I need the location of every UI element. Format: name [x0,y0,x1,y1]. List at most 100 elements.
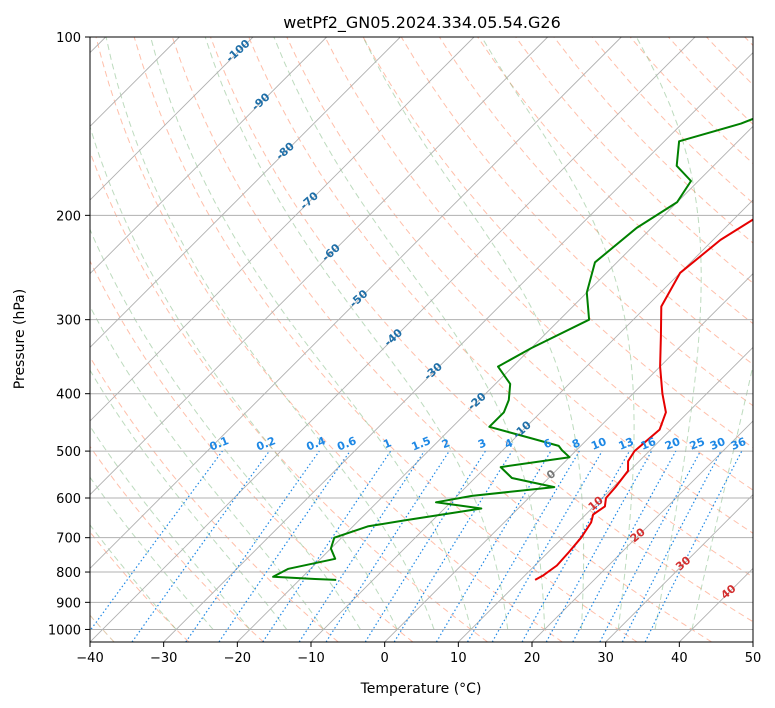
dry-adiabat [90,531,190,642]
mixing-ratio-label: 10 [589,435,608,453]
dry-adiabat [90,356,339,642]
isotherm-line [752,641,753,642]
moist-adiabats [90,37,753,630]
mixing-ratio-line [90,450,223,632]
y-axis-title: Pressure (hPa) [12,289,28,389]
mixing-ratio-line [325,450,450,642]
isotherm-line [90,37,401,348]
plot-frame [89,36,754,643]
moist-adiabat [90,524,177,630]
mixing-ratio-label: 36 [729,435,748,453]
mixing-ratio-label: 16 [639,435,658,453]
mixing-ratio-line [364,450,486,642]
isotherm-label: -90 [249,90,273,113]
mixing-ratio-label: 2 [440,436,452,451]
mixing-ratio-line [521,450,631,642]
dry-adiabats [90,37,753,642]
y-tick-label: 400 [56,388,81,403]
dry-adiabat [95,37,563,642]
x-tick-label: −10 [297,651,324,666]
moist-adiabat [90,369,288,630]
mixing-ratio-lines [90,450,743,642]
dry-adiabat [668,37,753,125]
mixing-ratio-label: 8 [570,436,582,451]
x-tick-label: 20 [524,651,541,666]
mixing-ratio-line [298,450,425,642]
moist-adiabat-label: 40 [718,582,738,602]
y-tick-label: 900 [56,596,81,611]
moist-adiabat [204,37,509,630]
dry-adiabat [515,37,753,284]
moist-adiabat-label: 30 [673,553,693,573]
mixing-ratio-line [262,450,392,642]
y-tick-label: 600 [56,492,81,507]
x-tick-label: 50 [745,651,762,666]
mixing-ratio-line [644,450,743,642]
y-tick-label: 200 [56,209,81,224]
dry-adiabat [133,37,638,642]
dry-adiabat [90,445,264,642]
isotherm-line [458,346,753,642]
isotherm-line [310,199,753,642]
dry-adiabat [477,37,753,325]
isotherm-line [531,420,753,642]
mixing-ratio-label: 3 [476,436,488,451]
dry-adiabat [171,37,712,642]
isotherm-label: -70 [298,189,322,212]
isotherm-line [90,37,475,422]
y-tick-label: 700 [56,532,81,547]
dry-adiabat [553,37,753,244]
dry-adiabat [706,37,753,86]
mixing-ratio-line [185,450,320,642]
y-tick-label: 100 [56,31,81,46]
isotherm-line [90,37,254,201]
axes: −40 −30 −20 −10 0 10 20 30 40 5010020030040050060… [48,31,761,666]
dewpoint-profile [272,117,753,581]
plot-area: 0.1 0.2 0.4 0.6 1 1.5 2 3 4 6 8 10 13 16 20 25 30 36-100-… [90,37,753,642]
moist-adiabat [635,37,702,630]
moist-adiabat [90,476,214,630]
sounding-series [272,117,753,581]
isotherm-line [605,494,753,642]
x-tick-label: 40 [671,651,688,666]
x-axis-title: Temperature (°C) [360,681,482,697]
mixing-ratio-label: 30 [708,435,727,453]
isotherm-line [90,37,696,642]
isotherm-line [90,37,548,496]
skewed-isotherms [90,37,753,642]
x-tick-label: −30 [150,651,177,666]
x-tick-label: −20 [224,651,251,666]
dry-adiabat [744,37,753,47]
mixing-ratio-label: 25 [688,435,707,453]
mixing-ratio-line [599,450,702,642]
y-tick-label: 1000 [48,623,81,638]
x-tick-label: 0 [381,651,389,666]
isotherm-label: -80 [273,139,297,162]
moist-adiabat [90,305,325,630]
y-tick-label: 300 [56,314,81,329]
moist-adiabat [90,425,251,630]
y-tick-label: 800 [56,566,81,581]
mixing-ratio-line [572,450,677,642]
dry-adiabat [324,37,753,491]
isotherm-line [90,37,622,569]
isotherm-line [90,37,327,275]
moist-adiabat [273,37,546,630]
moist-adiabat-label: 10 [586,493,606,513]
x-tick-label: 10 [450,651,467,666]
grid-lines [90,37,753,630]
mixing-ratio-label: 1 [381,436,393,451]
mixing-ratio-label: 13 [617,435,636,453]
moist-adiabat-label: 0 [544,467,558,482]
isotherm-line [384,273,753,642]
mixing-ratio-line [545,450,653,642]
isotherm-line [237,125,753,642]
moist-adiabat [90,125,398,630]
dry-adiabat [90,150,488,642]
moist-adiabat-label: 20 [628,525,648,545]
moist-adiabat [105,37,435,630]
mixing-ratio-line [218,450,351,642]
moist-adiabat [691,363,753,630]
moist-adiabat [362,37,585,630]
